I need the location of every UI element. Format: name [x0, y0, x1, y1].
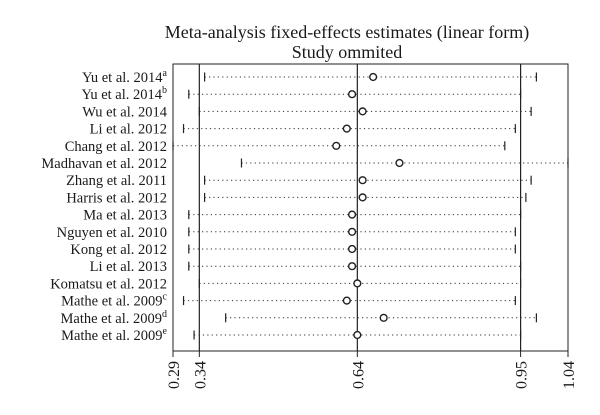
point-estimate-3: [342, 124, 351, 133]
point-estimate-4: [332, 141, 341, 150]
study-label-7: Harris et al. 2012: [66, 190, 167, 206]
point-estimate-6: [358, 176, 367, 185]
x-tick-label-2: 0.64: [350, 361, 367, 389]
point-estimate-14: [379, 313, 388, 322]
point-estimate-7: [358, 193, 367, 202]
plot-frame: [172, 63, 569, 352]
study-label-4: Chang et al. 2012: [65, 139, 167, 155]
x-tick-label-3: 0.95: [514, 361, 531, 389]
x-tick-label-4: 1.04: [561, 361, 578, 389]
study-label-2: Wu et al. 2014: [82, 104, 168, 120]
chart-subtitle: Study ommited: [291, 42, 403, 62]
x-tick-label-0: 0.29: [166, 361, 183, 389]
point-estimate-13: [342, 296, 351, 305]
point-estimate-10: [347, 244, 357, 254]
study-label-14: Mathe et al. 2009d: [61, 309, 167, 327]
study-label-0: Yu et al. 2014a: [82, 68, 168, 86]
point-estimate-9: [347, 227, 357, 236]
study-label-15: Mathe et al. 2009e: [61, 326, 167, 344]
study-label-11: Li et al. 2013: [90, 259, 167, 275]
point-estimate-2: [358, 107, 367, 116]
chart-title: Meta-analysis fixed-effects estimates (l…: [164, 22, 530, 42]
point-estimate-15: [353, 330, 362, 340]
point-estimate-1: [347, 90, 357, 99]
point-estimate-5: [395, 158, 404, 168]
point-estimate-0: [369, 72, 378, 82]
point-estimate-12: [353, 279, 362, 288]
study-label-9: Nguyen et al. 2010: [57, 225, 167, 241]
x-tick-label-1: 0.34: [192, 361, 209, 389]
study-label-6: Zhang et al. 2011: [66, 173, 167, 189]
study-label-8: Ma et al. 2013: [83, 208, 167, 224]
study-label-5: Madhavan et al. 2012: [41, 156, 167, 172]
point-estimate-11: [347, 262, 357, 271]
point-estimate-8: [347, 210, 357, 219]
study-label-3: Li et al. 2012: [90, 122, 167, 138]
study-label-10: Kong et al. 2012: [70, 242, 167, 258]
study-label-12: Komatsu et al. 2012: [50, 276, 167, 292]
study-label-13: Mathe et al. 2009c: [61, 292, 167, 310]
study-label-1: Yu et al. 2014b: [81, 85, 167, 103]
